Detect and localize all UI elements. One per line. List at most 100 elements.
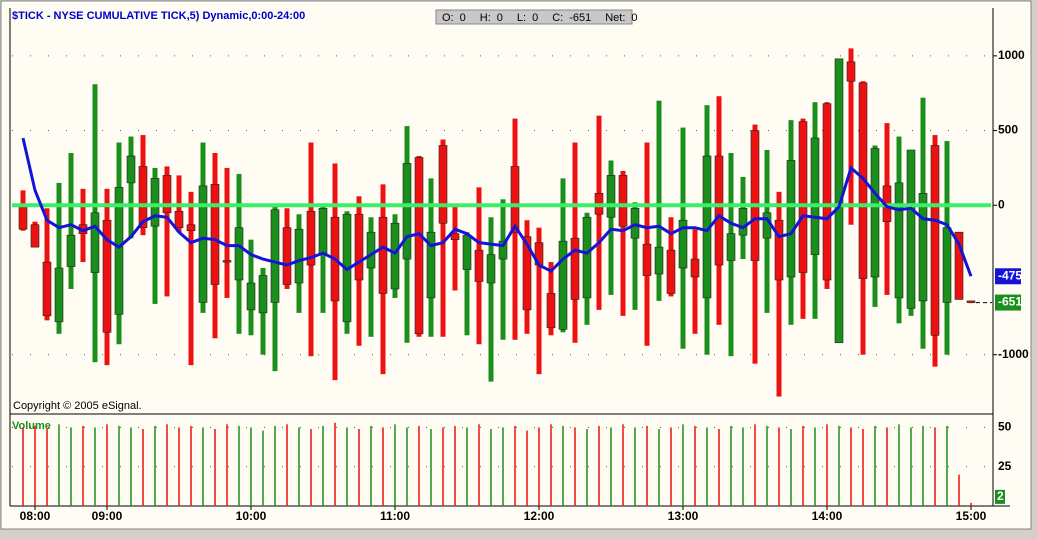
candle-body	[966, 300, 976, 303]
volume-bar	[586, 429, 588, 506]
ma-tag: -475	[998, 268, 1022, 282]
y-tick-label: -1000	[998, 347, 1029, 361]
candle-wick	[692, 229, 698, 334]
candle-body	[114, 187, 124, 315]
candle-body	[162, 175, 172, 214]
volume-bar	[706, 427, 708, 506]
candle-body	[558, 240, 568, 330]
volume-bar	[898, 424, 900, 506]
volume-bar	[850, 427, 852, 506]
candle-body	[738, 207, 748, 236]
volume-bar	[370, 425, 372, 506]
candle-body	[498, 240, 508, 260]
volume-bar	[682, 424, 684, 506]
volume-bar	[334, 422, 336, 506]
candle-body	[642, 243, 652, 276]
x-tick-label: 09:00	[92, 509, 123, 523]
volume-bar	[178, 427, 180, 506]
candle-body	[606, 175, 616, 218]
candle-body	[18, 204, 28, 230]
candle-body	[438, 145, 448, 224]
candle-body	[582, 216, 592, 299]
volume-bar	[406, 427, 408, 506]
volume-bar	[478, 424, 480, 506]
x-tick-label: 13:00	[668, 509, 699, 523]
volume-bar	[322, 425, 324, 506]
volume-bar	[946, 425, 948, 506]
volume-bar	[922, 425, 924, 506]
volume-bar	[466, 427, 468, 506]
candle-body	[234, 227, 244, 281]
volume-bar	[34, 425, 36, 506]
candle-body	[714, 155, 724, 266]
volume-bar	[442, 427, 444, 506]
candle-body	[522, 236, 532, 311]
candle-wick	[440, 139, 446, 337]
volume-bar	[538, 427, 540, 506]
candle-wick	[128, 136, 134, 239]
x-tick-label: 14:00	[812, 509, 843, 523]
volume-bar	[250, 427, 252, 506]
candle-body	[186, 224, 196, 231]
volume-bar	[802, 425, 804, 506]
volume-bar	[106, 424, 108, 506]
volume-bar	[46, 429, 48, 506]
candle-wick	[164, 166, 170, 297]
candle-wick	[500, 199, 506, 340]
candle-body	[42, 261, 52, 317]
volume-bar	[754, 424, 756, 506]
frame-inner	[1, 1, 1031, 529]
volume-bar	[142, 429, 144, 506]
volume-bar	[574, 427, 576, 506]
quote-label: O:	[442, 12, 454, 24]
candle-body	[222, 260, 232, 263]
volume-bar	[418, 425, 420, 506]
quote-label: L:	[517, 12, 526, 24]
candle-body	[54, 267, 64, 323]
quote-box	[435, 9, 633, 25]
candle-body	[138, 166, 148, 229]
volume-bar	[394, 424, 396, 506]
quote-value: 0	[460, 12, 466, 24]
candle-body	[258, 275, 268, 314]
volume-bar	[886, 427, 888, 506]
candle-body	[894, 182, 904, 299]
volume-bar	[226, 424, 228, 506]
volume-bar	[874, 425, 876, 506]
quote-value: 0	[497, 12, 503, 24]
candle-body	[486, 254, 496, 284]
volume-bar	[742, 427, 744, 506]
candle-body	[786, 160, 796, 278]
volume-bar	[154, 425, 156, 506]
candle-wick	[152, 167, 158, 304]
close-tag: -651	[998, 295, 1022, 309]
volume-bar	[934, 427, 936, 506]
candle-body	[474, 249, 484, 282]
candle-body	[810, 137, 820, 255]
candle-body	[306, 210, 316, 266]
candle-body	[390, 222, 400, 290]
candle-body	[846, 61, 856, 82]
candle-wick	[536, 227, 542, 375]
volume-bar	[658, 429, 660, 506]
volume-bar	[634, 427, 636, 506]
candle-body	[450, 233, 460, 240]
quote-label: H:	[480, 12, 491, 24]
candle-wick	[452, 205, 458, 291]
volume-bar	[862, 429, 864, 506]
candle-wick	[224, 167, 230, 298]
candle-body	[726, 233, 736, 261]
volume-title: Volume	[12, 420, 51, 432]
candle-body	[198, 185, 208, 303]
candle-wick	[620, 170, 626, 316]
volume-bar	[910, 427, 912, 506]
y-tick-label: 0	[998, 197, 1005, 211]
volume-bar	[958, 474, 960, 506]
volume-bar	[166, 424, 168, 506]
candle-wick	[656, 100, 662, 301]
volume-bar	[610, 427, 612, 506]
volume-bar	[310, 429, 312, 506]
candle-body	[798, 121, 808, 273]
candle-body	[822, 103, 832, 281]
